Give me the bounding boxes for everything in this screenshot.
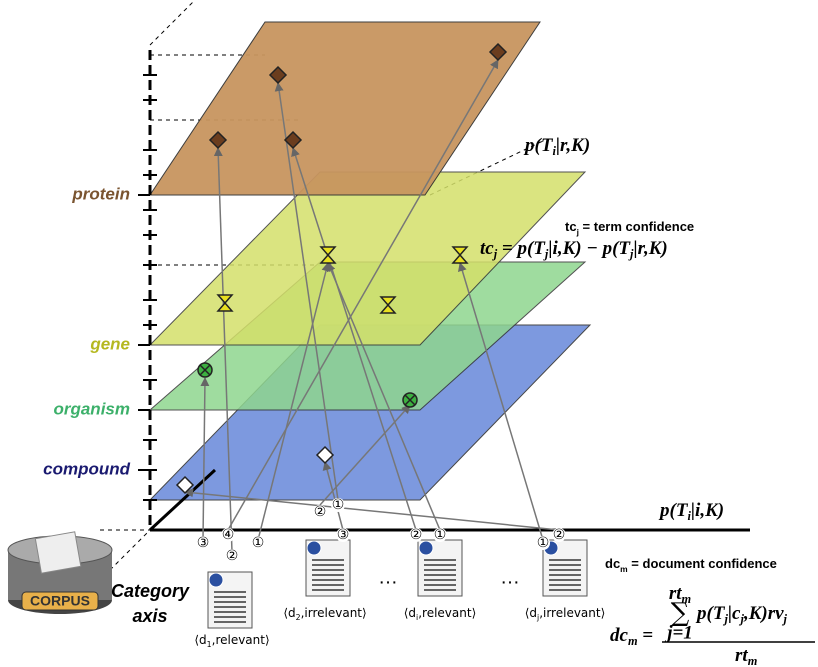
text-segment: |i,K) − p(T xyxy=(548,238,631,259)
link-number: ① xyxy=(332,497,345,513)
document-label: ⟨d2,irrelevant⟩ xyxy=(283,606,366,623)
text-segment: |c xyxy=(728,603,741,624)
document-globe xyxy=(307,541,321,555)
text-segment: dc xyxy=(610,625,629,646)
text-segment: m xyxy=(620,564,628,574)
text-segment: p(T xyxy=(658,500,689,521)
text-segment: = xyxy=(638,625,654,646)
corpus-label: CORPUS xyxy=(30,593,90,609)
formula-caption: dcm = document confidence xyxy=(605,556,777,574)
text-segment: ⟨d xyxy=(404,606,416,620)
text-segment: tc xyxy=(565,219,577,234)
link-number: ① xyxy=(537,535,550,551)
text-segment: |i,K) xyxy=(691,500,724,521)
diagram: protein gene organism compound CORPUS Ca… xyxy=(0,0,818,667)
category-label: protein xyxy=(71,184,130,203)
formula: p(Ti|i,K) xyxy=(658,500,724,522)
link-number: ① xyxy=(252,535,265,551)
axis-title: Category xyxy=(111,581,190,601)
text-segment: |r,K) xyxy=(556,135,590,156)
corpus-icon: CORPUS xyxy=(8,532,112,614)
formula: dcm = xyxy=(610,625,653,647)
axis-title: axis xyxy=(132,606,167,626)
link-number: ③ xyxy=(337,527,350,543)
link-number: ② xyxy=(410,527,423,543)
text-segment: |r,K) xyxy=(633,238,667,259)
category-label: organism xyxy=(53,399,130,418)
axis-ticks xyxy=(138,75,157,500)
text-segment: p(T xyxy=(695,603,726,624)
link-number: ② xyxy=(226,548,239,564)
text-segment: ,relevant⟩ xyxy=(418,606,476,620)
formula-caption: tcj = term confidence xyxy=(565,219,694,237)
category-label: gene xyxy=(89,334,130,353)
text-segment: ⟨d xyxy=(525,606,537,620)
document-label: ⟨di,relevant⟩ xyxy=(404,606,477,623)
formula: p(Ti|r,K) xyxy=(523,135,590,157)
formula: j=1 xyxy=(664,622,693,643)
ellipsis: … xyxy=(378,566,398,588)
text-segment: ,irrelevant⟩ xyxy=(301,606,367,620)
link-number: ③ xyxy=(197,535,210,551)
text-segment: m xyxy=(748,654,758,667)
link-number: ② xyxy=(314,504,327,520)
text-segment: = term confidence xyxy=(579,219,694,234)
document-label: ⟨dj,irrelevant⟩ xyxy=(525,606,606,623)
protein-plane xyxy=(150,22,540,195)
document-globe xyxy=(209,573,223,587)
formula: p(Tj|cj,K)rvj xyxy=(695,603,788,625)
link-number: ④ xyxy=(222,527,235,543)
formula: rtm xyxy=(735,645,758,667)
text-segment: dc xyxy=(605,556,620,571)
text-segment: m xyxy=(628,634,638,648)
text-segment: tc xyxy=(480,238,494,259)
document-globe xyxy=(419,541,433,555)
text-segment: = p(T xyxy=(497,238,546,259)
text-segment: ,relevant⟩ xyxy=(212,633,270,647)
formula: tcj = p(Tj|i,K) − p(Tj|r,K) xyxy=(480,238,668,260)
text-segment: rt xyxy=(735,645,748,666)
text-segment: p(T xyxy=(523,135,554,156)
document-label: ⟨d1,relevant⟩ xyxy=(194,633,269,650)
link-number: ② xyxy=(553,527,566,543)
category-label: compound xyxy=(43,459,130,478)
ellipsis: … xyxy=(500,566,520,588)
text-segment: ,K)rv xyxy=(743,603,784,624)
text-segment: ⟨d xyxy=(194,633,206,647)
text-segment: ,irrelevant⟩ xyxy=(539,606,605,620)
link-number: ① xyxy=(434,527,447,543)
text-segment: ⟨d xyxy=(283,606,295,620)
text-segment: = document confidence xyxy=(628,556,777,571)
